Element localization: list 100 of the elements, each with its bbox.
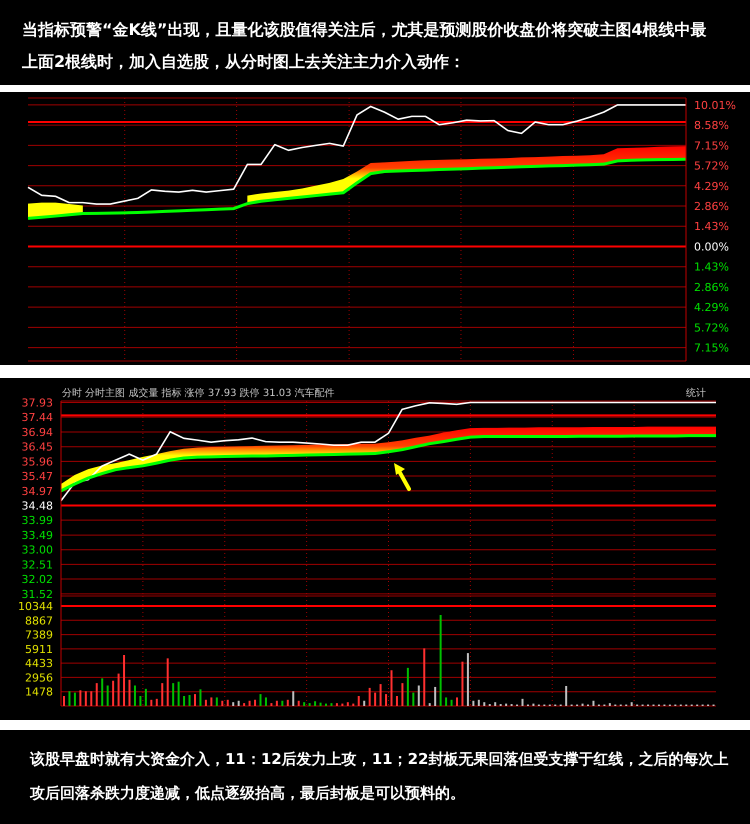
y-tick-label: 37.93 xyxy=(22,396,53,410)
y-tick-label: 36.45 xyxy=(22,440,53,454)
bar xyxy=(216,697,218,706)
bar xyxy=(270,703,272,706)
chart-subtitle: 分时 分时主图 成交量 指标 涨停 37.93 跌停 31.03 汽车配件 xyxy=(62,386,335,400)
bar xyxy=(210,697,212,706)
bar xyxy=(396,696,398,706)
bar xyxy=(428,703,431,706)
bar xyxy=(472,700,474,706)
bar xyxy=(226,700,229,706)
bar xyxy=(204,700,207,706)
bar xyxy=(243,703,246,706)
bar xyxy=(630,702,633,706)
bar xyxy=(68,691,70,706)
bar xyxy=(112,680,114,706)
y-tick-label: 5.72% xyxy=(694,160,729,173)
bar xyxy=(406,668,409,706)
bar xyxy=(363,700,366,706)
y-tick-label: 0.00% xyxy=(694,240,729,254)
y-tick-label: 33.49 xyxy=(22,529,53,542)
bar xyxy=(592,700,594,706)
bar xyxy=(150,700,152,706)
bar xyxy=(358,696,360,706)
bar xyxy=(565,686,568,706)
y-tick-label: 34.48 xyxy=(22,500,53,513)
y-tick-label: 5911 xyxy=(25,642,53,656)
bar xyxy=(166,658,169,706)
y-tick-label: 2.86% xyxy=(694,200,729,214)
y-tick-label: 4.29% xyxy=(694,301,729,314)
y-tick-label: 7.15% xyxy=(694,139,729,152)
bar xyxy=(194,694,196,706)
bar xyxy=(423,648,426,706)
bar xyxy=(123,655,126,706)
bar xyxy=(183,696,186,706)
bar xyxy=(483,702,486,706)
y-tick-label: 5.72% xyxy=(694,321,729,334)
y-tick-label: 33.99 xyxy=(22,514,53,528)
bar xyxy=(330,703,332,706)
bar xyxy=(118,674,120,706)
bar xyxy=(178,682,180,706)
bar xyxy=(101,678,104,706)
y-tick-label: 35.47 xyxy=(22,470,53,483)
bar xyxy=(238,700,240,706)
y-tick-label: 33.00 xyxy=(22,544,53,557)
bar xyxy=(346,702,349,706)
bar xyxy=(286,700,289,706)
bar xyxy=(106,686,109,706)
bar xyxy=(385,694,388,706)
y-tick-label: 37.44 xyxy=(22,411,53,424)
bar xyxy=(320,702,322,706)
y-tick-label: 10.01% xyxy=(694,98,736,112)
y-tick-label: 32.02 xyxy=(22,572,53,586)
bar xyxy=(412,692,414,706)
bar xyxy=(232,702,234,706)
bar xyxy=(248,700,251,706)
bar xyxy=(199,689,202,706)
bar xyxy=(90,691,92,706)
y-tick-label: 8.58% xyxy=(694,119,729,132)
bar xyxy=(440,614,442,706)
y-tick-label: 10344 xyxy=(18,600,53,614)
bar xyxy=(144,688,147,706)
line-series xyxy=(27,104,687,205)
bar xyxy=(450,700,453,706)
bar xyxy=(461,662,464,706)
y-tick-label: 2956 xyxy=(25,671,53,684)
text: 该股早盘时就有大资金介入，11：12后发力上攻，11；22封板无果回落但受支撑于红线，之后的每次上攻后回落杀跌力度递减，低点逐级抬高，最后封板是可以预料的。 xyxy=(30,749,730,804)
bar xyxy=(434,686,436,706)
y-tick-label: 35.96 xyxy=(22,455,53,468)
bar xyxy=(298,700,300,706)
bar xyxy=(74,692,76,706)
bar xyxy=(172,683,174,706)
bar xyxy=(161,683,164,706)
bar xyxy=(303,702,306,706)
bar xyxy=(522,698,524,706)
bar xyxy=(134,686,136,706)
text: 统计 xyxy=(686,386,706,400)
bar xyxy=(336,703,338,706)
bar xyxy=(374,692,376,706)
y-tick-label: 1.43% xyxy=(694,220,729,234)
bar xyxy=(188,695,191,706)
bar xyxy=(281,700,284,706)
y-tick-label: 7389 xyxy=(25,628,53,642)
y-tick-label: 2.86% xyxy=(694,280,729,294)
bar xyxy=(221,700,224,706)
bar xyxy=(139,696,142,706)
line-series xyxy=(60,402,717,502)
bar xyxy=(380,684,382,706)
chart-title: 当指标预警“金K线”出现，且量化该股值得关注后，尤其是预测股价收盘价将突破主图4根线中最上面2根线时，加入自选股，从分时图上去关注主力介入动作： xyxy=(22,19,708,73)
y-tick-label: 8867 xyxy=(25,614,53,628)
bar xyxy=(128,680,130,706)
y-tick-label: 36.94 xyxy=(22,426,53,440)
bar xyxy=(308,703,311,706)
bar xyxy=(418,686,420,706)
y-tick-label: 4.29% xyxy=(694,180,729,193)
bar xyxy=(466,653,469,706)
y-tick-label: 7.15% xyxy=(694,342,729,355)
bar xyxy=(260,694,262,706)
bar xyxy=(79,690,82,706)
bar xyxy=(445,697,448,706)
y-tick-label: 31.52 xyxy=(22,588,53,601)
